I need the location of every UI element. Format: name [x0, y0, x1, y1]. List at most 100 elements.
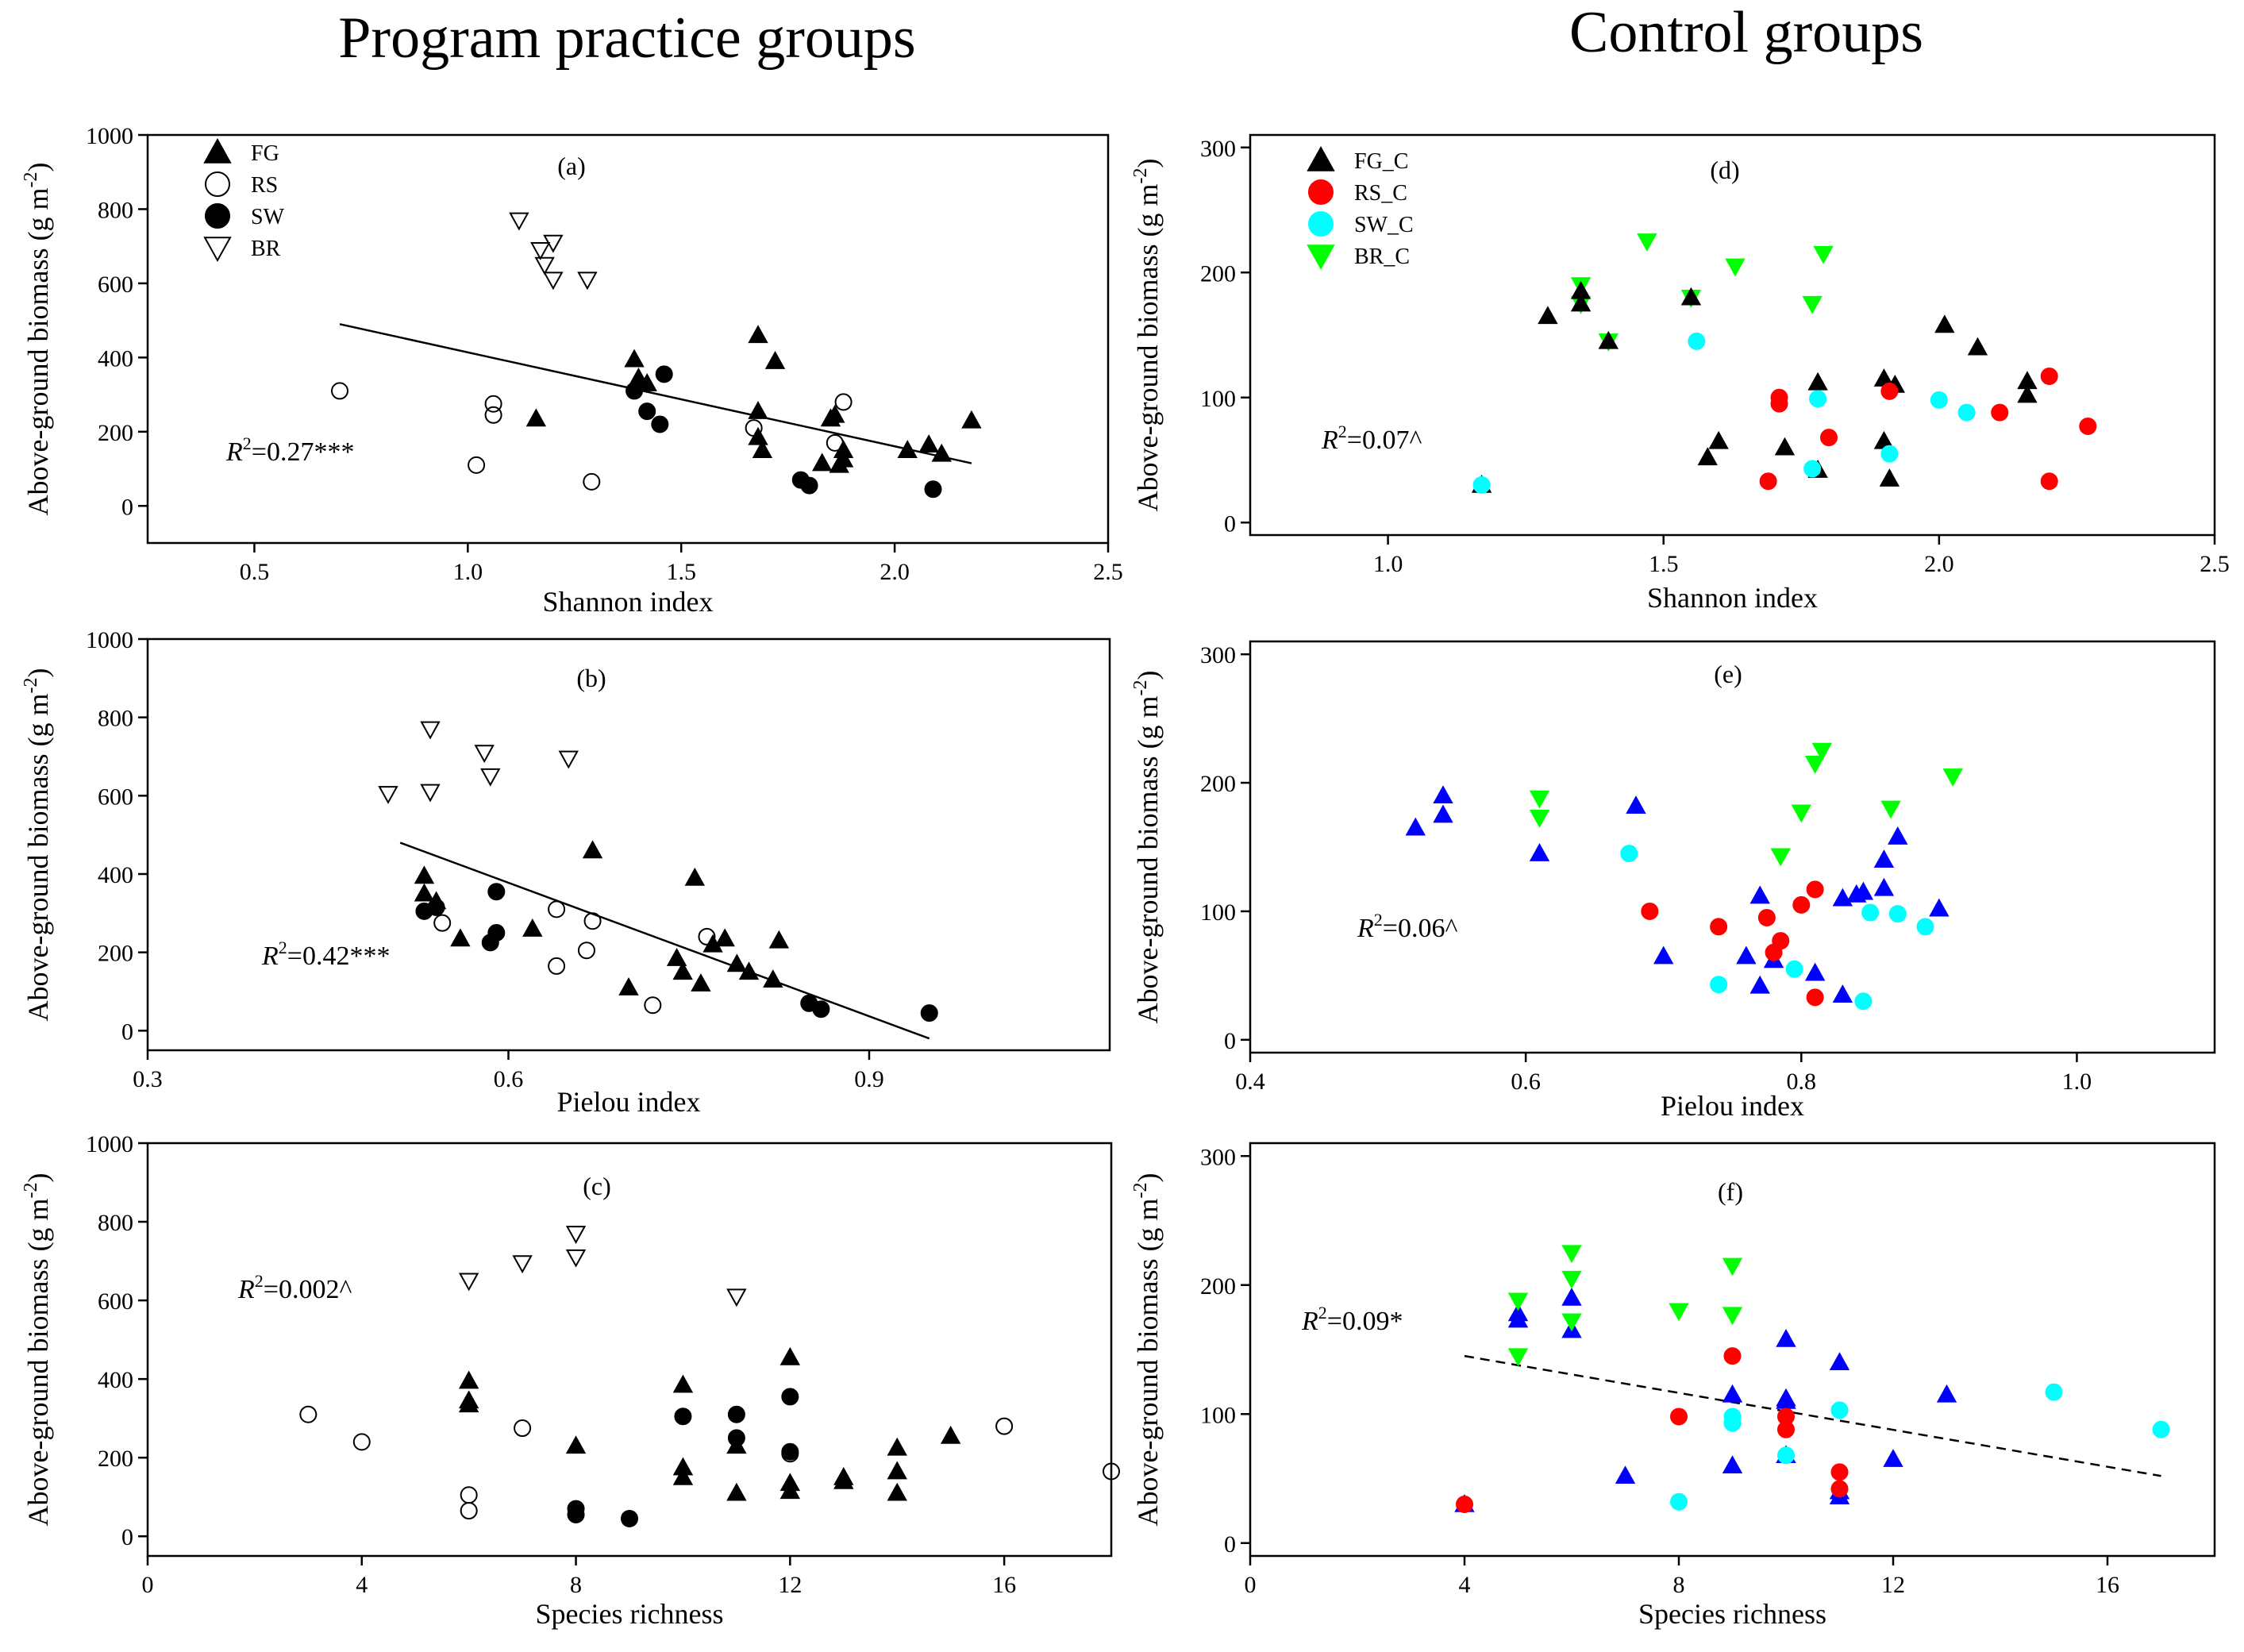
y-tick-label: 200 — [1200, 1273, 1236, 1300]
data-point — [779, 1346, 801, 1365]
data-point — [1433, 785, 1453, 804]
data-point — [487, 924, 506, 942]
panel-d: 1.0 1.5 2.0 2.5 0 100 200 300 Shannon index Above… — [1130, 133, 2230, 614]
data-point — [1598, 330, 1619, 349]
x-tick-label: 1.0 — [2062, 1069, 2092, 1095]
x-tick-label: 1.5 — [666, 559, 696, 585]
data-point — [522, 918, 543, 937]
data-point — [768, 930, 790, 949]
data-point — [1561, 1313, 1582, 1332]
data-point — [512, 1255, 533, 1274]
data-point — [1722, 1455, 1743, 1474]
data-point — [1809, 390, 1827, 408]
y-axis-label-text: Above-ground biomass (g m — [1132, 696, 1164, 1024]
data-point — [1688, 332, 1706, 350]
legend-marker — [205, 203, 230, 229]
data-point — [1829, 1352, 1850, 1371]
y-axis-label-sup: -2 — [21, 172, 41, 188]
data-point — [1749, 975, 1770, 994]
plot-frame — [146, 1142, 1113, 1558]
data-point — [458, 1273, 479, 1292]
y-tick-label: 800 — [98, 1210, 133, 1236]
panel-label: (c) — [583, 1172, 611, 1200]
panel-label: (e) — [1714, 660, 1742, 688]
plot-frame — [1249, 1142, 2216, 1558]
data-point — [738, 961, 760, 980]
x-tick-label: 12 — [1881, 1572, 1905, 1598]
x-tick-label: 0.6 — [494, 1066, 524, 1092]
regression-line — [399, 841, 930, 1040]
r2-annotation: R2=0.42*** — [261, 938, 390, 971]
data-point — [621, 1509, 638, 1527]
data-point — [1641, 902, 1659, 920]
data-point — [961, 410, 982, 429]
data-point — [514, 1419, 532, 1438]
data-point — [1804, 962, 1826, 981]
data-point — [1804, 755, 1826, 774]
y-axis-label-text: Above-ground biomass (g m — [22, 694, 54, 1022]
data-point — [1561, 1287, 1582, 1306]
data-point — [583, 472, 601, 491]
data-point — [1942, 768, 1963, 787]
data-point — [684, 867, 706, 886]
data-point — [1777, 1446, 1795, 1465]
data-point — [1785, 960, 1803, 978]
x-tick-label: 16 — [992, 1572, 1016, 1598]
r2-sup: 2 — [1338, 422, 1347, 441]
data-point — [825, 404, 845, 423]
x-tick-label: 0.4 — [1235, 1069, 1265, 1095]
r2-prefix: R — [1321, 426, 1338, 455]
data-point — [582, 840, 603, 859]
data-point — [1757, 909, 1776, 927]
data-point — [1708, 430, 1729, 449]
r2-sup: 2 — [243, 433, 252, 453]
x-axis-label: Shannon index — [1647, 582, 1818, 614]
data-point — [625, 382, 644, 400]
data-point — [726, 1288, 747, 1307]
data-point — [1722, 1384, 1743, 1403]
y-tick-label: 300 — [1200, 136, 1236, 162]
series-br-c — [1507, 1245, 1743, 1367]
legend-marker — [203, 237, 232, 263]
y-axis-label-sup: -2 — [1130, 168, 1151, 184]
data-point — [2040, 472, 2058, 491]
data-point — [1888, 826, 1908, 845]
x-axis-label: Species richness — [1638, 1598, 1826, 1630]
y-tick-label: 200 — [98, 1446, 133, 1472]
data-point — [1772, 932, 1790, 950]
x-tick-label: 2.5 — [1093, 559, 1123, 585]
legend-label: FG_C — [1354, 149, 1408, 174]
data-point — [726, 953, 748, 972]
r2-prefix: R — [225, 437, 243, 467]
r2-prefix: R — [261, 942, 279, 971]
data-point — [887, 1482, 907, 1501]
r2-prefix: R — [237, 1275, 255, 1304]
x-tick-label: 2.0 — [880, 559, 910, 585]
data-point — [918, 434, 939, 452]
data-point — [1529, 843, 1550, 861]
y-axis-label-text: Above-ground biomass (g m — [1132, 1199, 1164, 1527]
data-point — [834, 393, 853, 411]
y-tick-label: 1000 — [86, 123, 133, 149]
data-point — [781, 1442, 799, 1461]
data-point — [637, 373, 657, 391]
r2-sup: 2 — [1318, 1303, 1327, 1323]
data-point — [920, 1004, 938, 1022]
y-tick-label: 800 — [98, 706, 133, 732]
data-point — [468, 456, 486, 474]
data-point — [1774, 437, 1796, 456]
data-point — [1880, 800, 1901, 819]
plot-frame — [146, 637, 1111, 1052]
data-point — [2079, 417, 2097, 435]
regression-line — [1464, 1354, 2161, 1477]
y-tick-label: 1000 — [86, 1131, 133, 1157]
y-tick-label: 200 — [98, 420, 133, 446]
data-point — [1722, 1257, 1743, 1277]
x-tick-label: 0 — [1245, 1572, 1257, 1598]
data-point — [1736, 945, 1757, 965]
y-axis-label-sup: -2 — [1130, 1183, 1151, 1199]
x-tick-label: 4 — [1459, 1572, 1471, 1598]
series-br — [458, 1226, 747, 1307]
r2-sup: 2 — [255, 1271, 264, 1291]
y-tick-label: 800 — [98, 197, 133, 223]
